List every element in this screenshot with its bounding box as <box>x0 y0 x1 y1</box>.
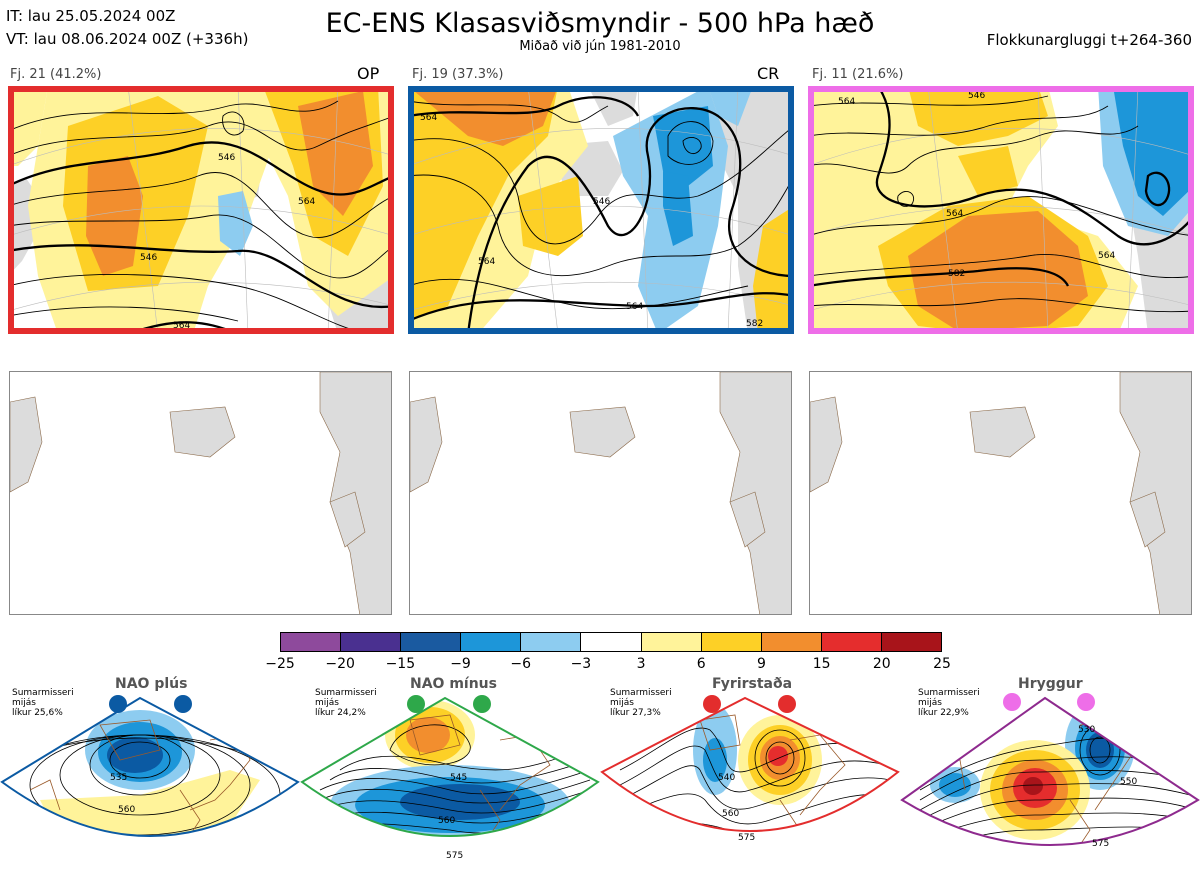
cluster-2-map: 564 546 564 564 582 <box>408 86 794 334</box>
colorbar <box>280 632 942 652</box>
contour-label: 560 <box>438 816 455 826</box>
regime-4-note: Sumarmisseri mijás líkur 22,9% <box>918 688 980 718</box>
regime-2-note: Sumarmisseri mijás líkur 24,2% <box>315 688 377 718</box>
contour-label: 540 <box>718 773 735 783</box>
page-title: EC-ENS Klasasviðsmyndir - 500 hPa hæð <box>325 8 875 39</box>
colorbar-tick-label: −3 <box>570 656 592 672</box>
regime-3-note: Sumarmisseri mijás líkur 27,3% <box>610 688 672 718</box>
valid-time: VT: lau 08.06.2024 00Z (+336h) <box>6 30 249 48</box>
contour-label: 564 <box>838 97 855 107</box>
cluster-1-label: Fj. 21 (41.2%) <box>10 67 102 82</box>
colorbar-swatch <box>641 633 702 651</box>
colorbar-tick-label: −25 <box>265 656 295 672</box>
contour-label: 546 <box>218 153 235 163</box>
colorbar-swatch <box>401 633 462 651</box>
empty-map-1 <box>9 371 392 615</box>
page-subtitle: Miðað við jún 1981-2010 <box>519 39 681 54</box>
colorbar-swatch <box>521 633 582 651</box>
contour-label: 575 <box>1092 839 1109 849</box>
contour-label: 546 <box>593 197 610 207</box>
contour-label: 560 <box>118 805 135 815</box>
colorbar-tick-label: 3 <box>636 656 646 672</box>
regime-1-map: 535 560 <box>0 695 300 837</box>
colorbar-swatch <box>461 633 522 651</box>
regime-3-map: 540 560 575 <box>600 695 900 843</box>
cluster-3-map: 564 546 564 582 564 <box>808 86 1194 334</box>
cluster-1-frame <box>8 86 394 334</box>
cluster-2-frame <box>408 86 794 334</box>
cluster-1-map: 546 564 546 564 <box>8 86 394 334</box>
contour-label: 582 <box>948 269 965 279</box>
contour-label: 564 <box>946 209 963 219</box>
contour-label: 564 <box>626 302 643 312</box>
colorbar-swatch <box>881 633 942 651</box>
colorbar-tick-label: −15 <box>385 656 416 672</box>
cluster-2-tag: CR <box>757 64 780 83</box>
colorbar-swatch <box>341 633 402 651</box>
contour-label: 545 <box>450 773 467 783</box>
regime-2-title: NAO mínus <box>410 676 497 692</box>
classification-window: Flokkunargluggi t+264-360 <box>986 31 1192 49</box>
regime-1-title: NAO plús <box>115 676 188 692</box>
contour-label: 575 <box>738 833 755 843</box>
cluster-3-label: Fj. 11 (21.6%) <box>812 67 904 82</box>
contour-label: 564 <box>173 321 190 331</box>
colorbar-swatch <box>581 633 642 651</box>
colorbar-swatch <box>701 633 762 651</box>
cluster-3-frame <box>808 86 1194 334</box>
colorbar-swatch <box>821 633 882 651</box>
colorbar-tick-label: 6 <box>696 656 706 672</box>
colorbar-tick-label: −6 <box>510 656 532 672</box>
contour-label: 546 <box>968 91 985 101</box>
contour-label: 575 <box>446 851 463 861</box>
regime-1-note: Sumarmisseri mijás líkur 25,6% <box>12 688 74 718</box>
colorbar-swatch <box>281 633 342 651</box>
cluster-1-tag: OP <box>357 64 380 83</box>
regime-2-map: 545 560 575 <box>300 695 600 861</box>
contour-label: 546 <box>140 253 157 263</box>
colorbar-tick-label: −20 <box>325 656 355 672</box>
regime-4-map: 530 550 575 <box>900 693 1200 849</box>
colorbar-tick-label: 25 <box>933 656 951 672</box>
regime-4-title: Hryggur <box>1018 676 1083 692</box>
regime-3-title: Fyrirstaða <box>712 676 793 692</box>
colorbar-tick-label: 20 <box>872 656 891 672</box>
colorbar-tick-label: −9 <box>450 656 471 672</box>
colorbar-swatch <box>761 633 822 651</box>
init-time: IT: lau 25.05.2024 00Z <box>6 7 176 25</box>
colorbar-tick-label: 9 <box>756 656 766 672</box>
contour-label: 560 <box>722 809 739 819</box>
empty-map-3 <box>809 371 1192 615</box>
contour-label: 550 <box>1120 777 1137 787</box>
contour-label: 564 <box>478 257 495 267</box>
empty-map-2 <box>409 371 792 615</box>
contour-label: 564 <box>1098 251 1115 261</box>
contour-label: 564 <box>298 197 315 207</box>
contour-label: 564 <box>420 113 437 123</box>
cluster-2-label: Fj. 19 (37.3%) <box>412 67 504 82</box>
colorbar-tick-label: 15 <box>812 656 831 672</box>
contour-label: 530 <box>1078 725 1095 735</box>
contour-label: 535 <box>110 773 127 783</box>
contour-label: 582 <box>746 319 763 329</box>
